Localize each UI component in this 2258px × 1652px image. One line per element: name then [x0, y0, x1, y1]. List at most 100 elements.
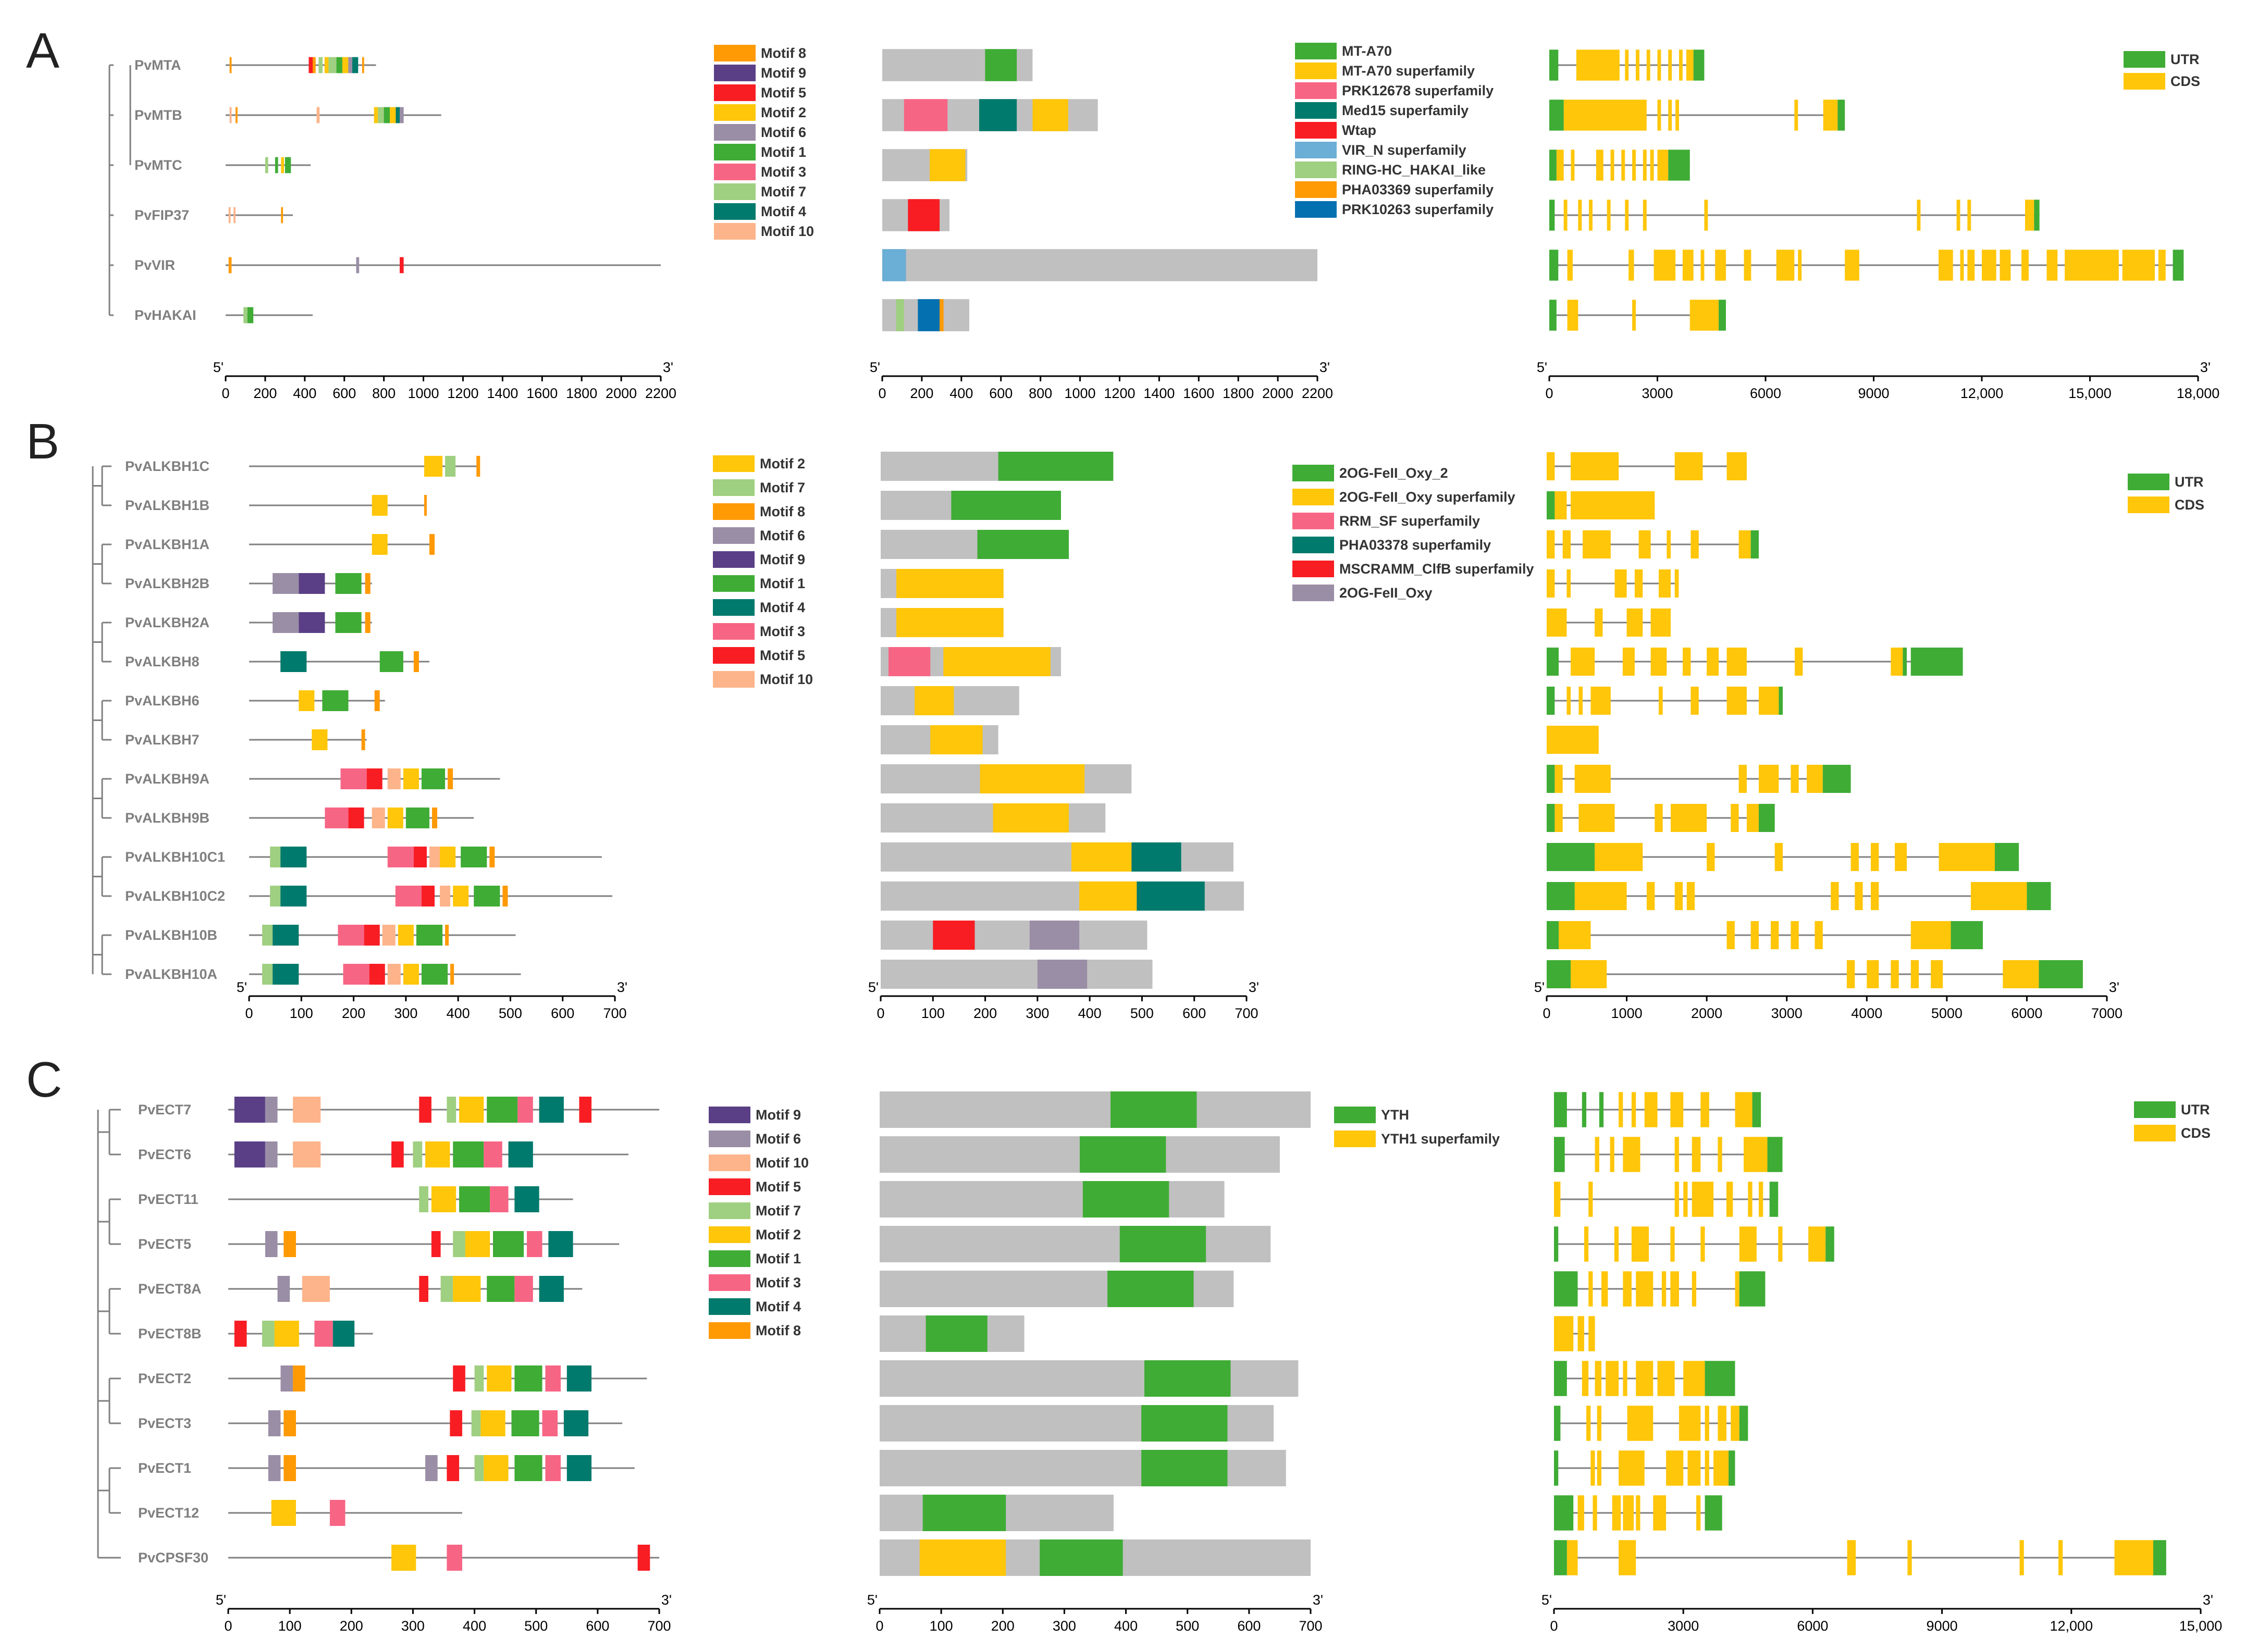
cds-box	[1831, 882, 1839, 910]
motif-tick-label: 400	[463, 1618, 486, 1634]
motif-10-box	[233, 207, 236, 223]
cds-box	[1657, 49, 1661, 81]
motif-2-box	[281, 157, 284, 173]
cds-box	[1845, 250, 1859, 281]
structure-row	[1549, 300, 1726, 331]
cds-box	[1744, 250, 1751, 281]
cds-box	[2019, 1540, 2024, 1575]
motif-2-box	[484, 1455, 509, 1481]
motif-row	[228, 1545, 659, 1571]
cds-box	[1636, 1271, 1654, 1307]
motif-tick-label: 300	[401, 1618, 425, 1634]
utr-box	[1554, 1540, 1567, 1575]
legend-swatch	[714, 45, 756, 61]
utr-box	[1549, 49, 1559, 81]
motif-tick-label: 600	[551, 1005, 574, 1021]
legend-swatch	[714, 104, 756, 121]
motif-10-box	[316, 107, 320, 123]
cds-box	[1867, 960, 1879, 988]
cds-box	[1622, 648, 1635, 676]
legend-swatch	[709, 1298, 750, 1315]
domain-box	[1131, 842, 1181, 872]
cds-box	[1798, 250, 1802, 281]
cds-box	[1692, 1137, 1701, 1172]
cds-box	[2000, 250, 2011, 281]
motif-6-box	[280, 1365, 293, 1392]
structure-tick-label: 12,000	[1960, 386, 2004, 401]
structure-row	[1547, 687, 1783, 715]
motif-8-box	[362, 57, 364, 73]
motif-3-box	[545, 1365, 561, 1392]
structure-tick-label: 3000	[1642, 386, 1673, 401]
cds-box	[1571, 648, 1595, 676]
domain-row	[882, 199, 950, 231]
cds-box	[1566, 1540, 1578, 1575]
motif-row	[228, 1321, 373, 1347]
cds-box	[1644, 1092, 1658, 1127]
utr-box	[1547, 843, 1595, 871]
cds-box	[1554, 765, 1563, 793]
structure-row	[1554, 1450, 1735, 1486]
legend-swatch	[1295, 102, 1337, 119]
legend-swatch	[713, 671, 755, 688]
motif-7-box	[413, 1141, 423, 1167]
motif-1-box	[487, 1276, 515, 1302]
domain-row	[880, 1271, 1234, 1307]
cds-box	[1823, 100, 1838, 131]
structure-tick-label: 0	[1545, 386, 1553, 401]
motif-4-box	[548, 1231, 573, 1257]
motif-4-box	[280, 651, 307, 672]
legend-swatch	[713, 479, 755, 496]
legend-label: Motif 7	[760, 480, 805, 495]
domain-tick-label: 200	[991, 1618, 1015, 1634]
structure-row	[1549, 100, 1845, 131]
domain-row	[880, 1136, 1280, 1173]
cds-box	[1582, 1361, 1589, 1396]
motif-5-box	[369, 964, 385, 985]
legend-swatch	[713, 551, 755, 568]
structure-row	[1547, 765, 1851, 793]
motif-3-box	[395, 886, 422, 906]
cds-box	[1718, 1406, 1726, 1441]
motif-5-box	[348, 808, 364, 828]
motif-tick-label: 700	[647, 1618, 671, 1634]
motif-5-box	[579, 1097, 592, 1123]
cds-box	[1726, 1182, 1733, 1217]
cds-box	[1666, 1450, 1684, 1486]
cds-box	[1566, 687, 1571, 715]
domain-row	[881, 686, 1019, 715]
legend-swatch	[2124, 51, 2165, 68]
motif-9-box	[234, 1097, 265, 1123]
panel-label: C	[26, 1052, 62, 1108]
domain-row	[880, 1091, 1311, 1128]
motif-1-box	[247, 307, 254, 324]
domain-box	[1079, 1136, 1166, 1173]
motif-5-box	[450, 1410, 462, 1436]
gene-name: PvECT5	[138, 1236, 191, 1252]
domain-box	[1119, 1226, 1206, 1262]
legend-label: Motif 6	[761, 125, 806, 140]
domain-box	[1144, 1360, 1231, 1397]
legend-swatch	[2128, 496, 2169, 513]
legend-label: YTH	[1381, 1107, 1409, 1123]
protein-body	[880, 1360, 1299, 1397]
cds-box	[1650, 608, 1667, 637]
cds-box	[1704, 200, 1708, 231]
domain-box	[926, 1315, 988, 1352]
cds-box	[1746, 804, 1759, 832]
structure-tick-label: 9000	[1858, 386, 1889, 401]
motif-5-box	[364, 925, 380, 946]
motif-10-box	[387, 768, 401, 789]
cds-box	[1774, 843, 1783, 871]
cds-box	[1748, 1182, 1753, 1217]
gene-name: PvALKBH9A	[125, 771, 209, 787]
domain-box	[977, 530, 1069, 559]
motif-1-box	[405, 808, 429, 828]
domain-tick-label: 200	[910, 386, 933, 401]
structure-tick-label: 12,000	[2050, 1618, 2093, 1634]
legend-swatch	[1295, 162, 1337, 178]
cds-box	[1683, 1361, 1697, 1396]
structure-row	[1547, 530, 1759, 558]
cds-box	[1700, 1092, 1709, 1127]
motif-7-box	[318, 57, 323, 73]
